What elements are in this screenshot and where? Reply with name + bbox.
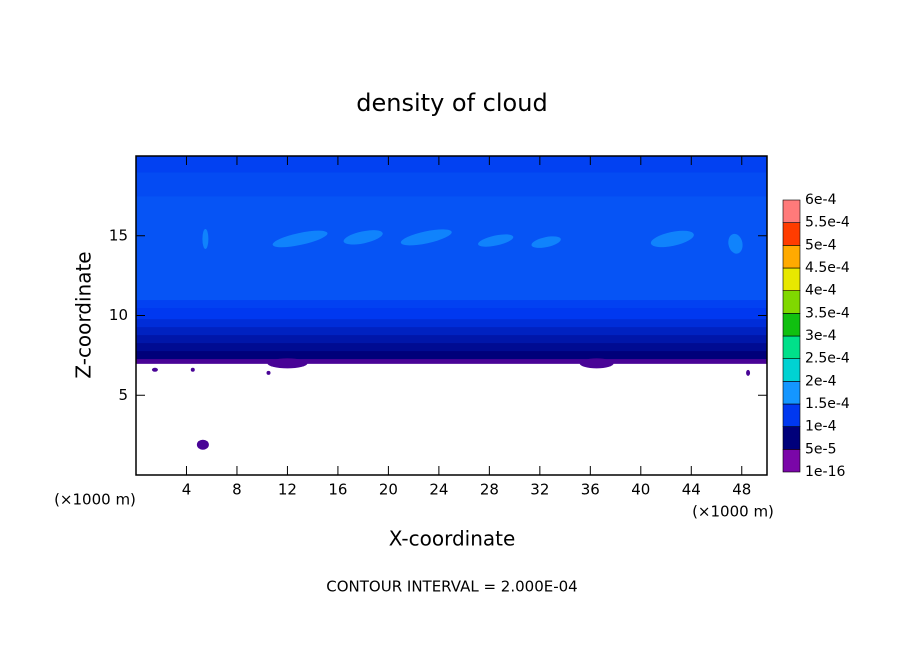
contour-band (136, 350, 767, 360)
x-unit-left: (×1000 m) (54, 491, 136, 509)
contour-band (136, 307, 767, 320)
contour-patch (478, 234, 514, 247)
colorbar-cell (782, 335, 801, 359)
contour-patch (202, 228, 209, 249)
x-tick-label: 12 (278, 481, 297, 499)
x-tick-label: 20 (379, 481, 398, 499)
colorbar-label: 5e-4 (805, 237, 837, 253)
x-unit-right: (×1000 m) (692, 503, 774, 521)
colorbar-cell (782, 245, 801, 269)
colorbar-cell (782, 267, 801, 291)
x-tick-label: 8 (232, 481, 242, 499)
colorbar-label: 1e-16 (805, 464, 845, 480)
x-tick-label: 28 (480, 481, 499, 499)
colorbar-cell (782, 426, 801, 450)
contour-band (136, 342, 767, 352)
contour-patch (400, 229, 452, 246)
y-tick-label: 10 (109, 306, 128, 324)
contour-patch (272, 230, 328, 248)
contour-band (136, 156, 767, 173)
colorbar-cell (782, 313, 801, 337)
colorbar-cell (782, 358, 801, 382)
contour-patch (343, 230, 383, 245)
contour-patch (267, 358, 308, 369)
contour-patch (266, 370, 271, 375)
contour-patch (531, 236, 561, 248)
colorbar-label: 2e-4 (805, 373, 837, 389)
x-tick-label: 16 (328, 481, 347, 499)
contour-patch (190, 367, 195, 372)
contour-patch (746, 369, 751, 376)
contour-band (136, 358, 767, 364)
x-tick-label: 40 (631, 481, 650, 499)
chart-title: density of cloud (356, 89, 547, 117)
x-tick-label: 4 (182, 481, 192, 499)
colorbar-label: 1.5e-4 (805, 396, 850, 412)
contour-band (136, 171, 767, 197)
contour-band (136, 318, 767, 328)
contour-patch (151, 367, 158, 372)
colorbar-cell (782, 199, 801, 223)
contour-patch (196, 439, 209, 450)
colorbar-cell (782, 449, 801, 473)
colorbar-label: 5e-5 (805, 441, 836, 457)
contour-band (136, 326, 767, 336)
colorbar-label: 6e-4 (805, 192, 837, 208)
contour-interval: CONTOUR INTERVAL = 2.000E-04 (326, 578, 577, 596)
contour-patch (650, 230, 694, 248)
colorbar-label: 3.5e-4 (805, 305, 850, 321)
colorbar-label: 2.5e-4 (805, 351, 850, 367)
contour-band (136, 299, 767, 309)
y-tick-label: 5 (118, 386, 128, 404)
colorbar-label: 1e-4 (805, 419, 837, 435)
colorbar-label: 4e-4 (805, 283, 837, 299)
contour-patch (728, 233, 743, 254)
y-axis-label: Z-coordinate (72, 251, 96, 378)
x-tick-label: 36 (581, 481, 600, 499)
x-tick-label: 32 (530, 481, 549, 499)
x-tick-label: 48 (732, 481, 751, 499)
contour-band (136, 334, 767, 344)
colorbar-cell (782, 222, 801, 246)
colorbar-label: 4.5e-4 (805, 260, 850, 276)
colorbar-cell (782, 290, 801, 314)
x-tick-label: 44 (682, 481, 701, 499)
colorbar-cell (782, 403, 801, 427)
colorbar-label: 3e-4 (805, 328, 837, 344)
colorbar-cell (782, 381, 801, 405)
y-tick-label: 15 (109, 226, 128, 244)
x-tick-label: 24 (429, 481, 448, 499)
field (136, 156, 767, 450)
x-axis-label: X-coordinate (389, 527, 516, 551)
contour-patch (579, 358, 614, 369)
contour-band (136, 195, 767, 301)
colorbar-label: 5.5e-4 (805, 215, 850, 231)
